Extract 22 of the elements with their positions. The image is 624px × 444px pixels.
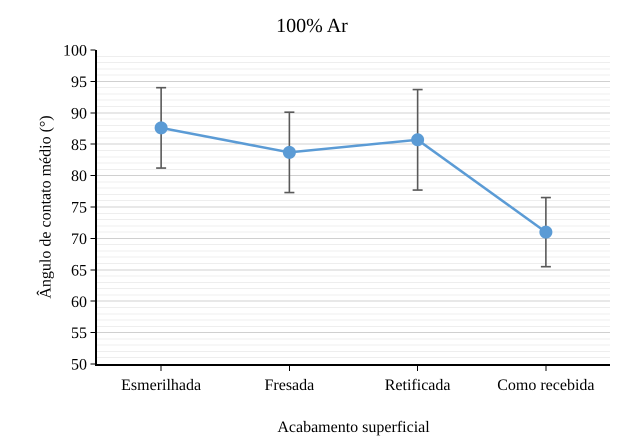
- y-tick-label: 75: [71, 200, 88, 217]
- point: [539, 226, 552, 239]
- y-tick-label: 50: [71, 356, 88, 374]
- y-tick-label: 70: [71, 231, 88, 248]
- point: [411, 133, 424, 146]
- x-tick-label: Como recebida: [497, 376, 595, 394]
- y-tick-label: 95: [71, 74, 88, 91]
- y-tick-label: 55: [71, 325, 88, 342]
- point: [282, 146, 296, 159]
- x-tick-label: Esmerilhada: [121, 376, 202, 394]
- x-tick-label: Fresada: [264, 376, 314, 394]
- chart-title: 100% Ar: [276, 14, 348, 37]
- y-tick-label: 80: [71, 168, 88, 186]
- x-axis-title: Acabamento superficial: [277, 419, 430, 436]
- y-tick-label: 60: [71, 294, 88, 311]
- y-tick-label: 65: [71, 262, 88, 280]
- x-tick-label: Retificada: [384, 376, 451, 394]
- y-tick-label: 100: [63, 42, 88, 60]
- y-tick-label: 90: [71, 105, 88, 122]
- point: [154, 121, 168, 134]
- y-tick-label: 85: [71, 136, 88, 154]
- y-axis-title: Ângulo de contato médio (°): [36, 115, 54, 299]
